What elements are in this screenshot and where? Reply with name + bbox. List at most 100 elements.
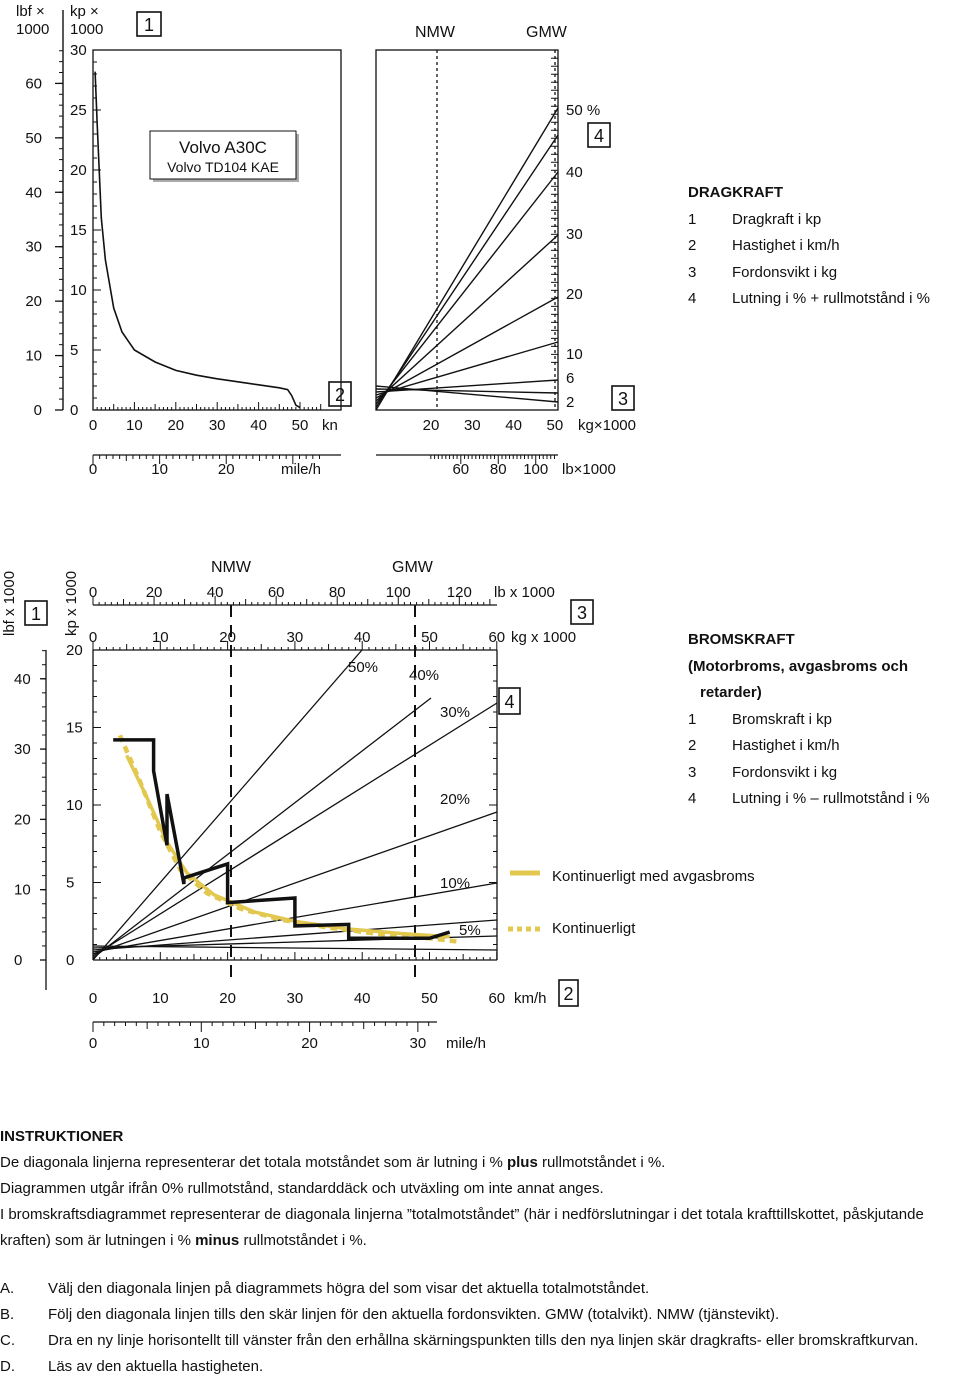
brake-legend-item: 4 Lutning i % – rullmotstånd i % [688,790,930,807]
drag-legend: DRAGKRAFT 1 Dragkraft i kp 2 Hastighet i k… [688,180,930,313]
drag-kmh-tick-label: 20 [167,417,184,434]
brake-gmw-label: GMW [392,559,434,576]
instructions-paragraph-1: De diagonala linjerna representerar det … [0,1154,666,1171]
drag-lbf-tick-label: 40 [25,184,42,201]
drag-box-4-label: 4 [594,126,604,146]
brake-lbf-tick-label: 0 [14,952,22,969]
brake-grade-label: 20% [440,791,470,808]
drag-kg-tick-label: 30 [464,417,481,434]
brake-kp-tick-label: 20 [66,642,83,659]
drag-grade-label: 20 [566,286,583,303]
drag-box-1 [136,11,162,37]
drag-gmw-label: GMW [526,24,568,41]
instructions: INSTRUKTIONER De diagonala linjerna repr… [0,1124,960,1380]
drag-grade-lines [375,107,559,411]
drag-kg-tick-label: 50 [547,417,564,434]
brake-legend-title: BROMSKRAFT [688,631,795,648]
brake-mph-tick-label: 0 [89,1035,97,1052]
brake-grade-label: 5% [459,922,481,939]
drag-legend-title: DRAGKRAFT [688,184,783,201]
brake-kmh-unit: km/h [514,990,547,1007]
drag-lbf-minor-ticks [59,50,63,411]
brake-legend-item: 2 Hastighet i km/h [688,737,840,754]
brake-kp-tick-label: 15 [66,720,83,737]
brake-right-ticks [92,649,498,961]
brake-legend-item: 3 Fordonsvikt i kg [688,763,838,781]
drag-grade-label: 30 [566,226,583,243]
drag-lbf-tick-label: 20 [25,293,42,310]
brake-lb-tick-label: 0 [89,584,97,601]
drag-mph-unit: mile/h [281,461,321,478]
legend-dotted-label: Kontinuerligt [552,920,636,937]
brake-kp-ticks: 20 15 10 5 0 [66,642,101,969]
drag-grade-label: 40 [566,164,583,181]
drag-kmh-tick-label: 50 [292,417,309,434]
brake-lbf-ticks: 40 30 20 10 0 [14,650,46,969]
drag-mph-tick-label: 0 [89,461,97,478]
brake-kg-tick-label: 40 [354,629,371,646]
brake-lb-tick-label: 100 [386,584,411,601]
brake-box-4-label: 4 [504,692,514,712]
brake-mph-unit: mile/h [446,1035,486,1052]
brake-kg-tick-label: 50 [421,629,438,646]
drag-lbf-tick-label: 50 [25,130,42,147]
drag-kp-tick-label: 25 [70,102,87,119]
drag-mph-tick-label: 20 [218,461,235,478]
brake-lb-tick-label: 20 [146,584,163,601]
brake-lb-tick-label: 120 [447,584,472,601]
drag-plot-frame [92,49,342,411]
brake-grade-label: 40% [409,667,439,684]
drag-x-ticks [92,402,322,410]
brake-lbf-tick-label: 10 [14,882,31,899]
drag-kp-axis-title: kp × 1000 [70,3,103,38]
drag-legend-item: 2 Hastighet i km/h [688,237,840,254]
brake-kmh-tick-label: 0 [89,990,97,1007]
brake-curve-kontinuerligt [117,734,457,944]
drag-kmh-tick-labels: 0 10 20 30 40 50 [89,417,309,434]
brake-grade-label: 30% [440,704,470,721]
drag-lbf-axis-title: lbf × 1000 [16,3,49,38]
brake-box-2 [558,979,579,1007]
brake-mph-ticks: 0 10 20 30 [89,1022,430,1052]
brake-kp-tick-label: 0 [66,952,74,969]
brake-mph-tick-label: 20 [301,1035,318,1052]
drag-legend-item: 1 Dragkraft i kp [688,210,822,228]
drag-kp-tick-label: 0 [70,402,78,419]
drag-kp-tick-label: 5 [70,342,78,359]
drag-kmh-tick-label: 0 [89,417,97,434]
drag-grade-label: 2 [566,394,574,411]
brake-lb-tick-label: 80 [329,584,346,601]
drag-kg-tick-labels: 20 30 40 50 [423,417,564,434]
brake-kmh-tick-label: 10 [152,990,169,1007]
model-box [149,130,297,180]
instructions-paragraph-3: I bromskraftsdiagrammet representerar de… [0,1206,924,1249]
drag-legend-item: 3 Fordonsvikt i kg [688,263,838,281]
drag-lb-tick-label: 80 [490,461,507,478]
brake-box-3-label: 3 [577,603,587,623]
brake-kp-tick-label: 10 [66,797,83,814]
drag-kmh-unit: kn [322,417,338,434]
brake-legend: BROMSKRAFT (Motorbroms, avgasbroms och r… [688,627,930,813]
brake-mph-tick-label: 10 [193,1035,210,1052]
brake-kg-tick-label: 10 [152,629,169,646]
drag-mph-tick-label: 10 [151,461,168,478]
brake-box-1 [24,600,48,626]
drag-grade-label: 10 [566,346,583,363]
drag-legend-item: 4 Lutning i % + rullmotstånd i % [688,290,931,307]
drag-grade-label: 6 [566,370,574,387]
drag-box-4 [587,122,611,148]
brake-lb-tick-label: 40 [207,584,224,601]
brake-lbf-axis-title: lbf x 1000 [1,571,18,636]
brake-kmh-tick-label: 60 [488,990,505,1007]
drag-nmw-label: NMW [415,24,456,41]
brake-kmh-tick-label: 40 [354,990,371,1007]
brake-lb-tick-label: 60 [268,584,285,601]
drag-force-curve [94,71,301,409]
drag-mph-ticks: 0 10 20 [89,455,320,478]
drag-lb-tick-label: 60 [452,461,469,478]
brake-kg-unit: kg x 1000 [511,629,576,646]
instruction-step: C. Dra en ny linje horisontellt till väns… [0,1332,919,1349]
drag-box-3 [611,385,635,411]
drag-kp-tick-label: 15 [70,222,87,239]
